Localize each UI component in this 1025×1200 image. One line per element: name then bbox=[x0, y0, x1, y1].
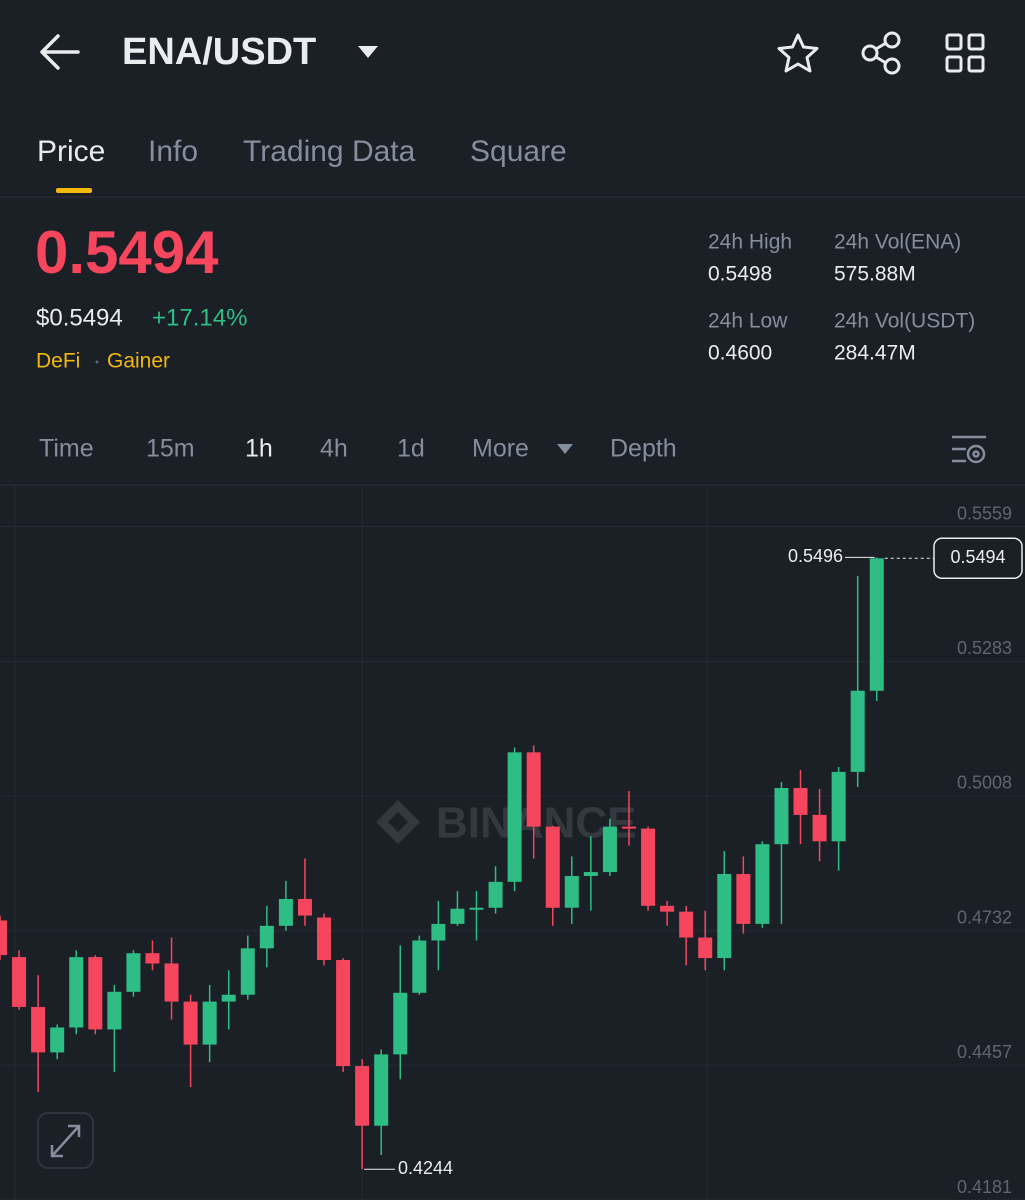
candle-body bbox=[183, 1001, 198, 1045]
tab[interactable]: Price bbox=[37, 135, 105, 168]
candle-body bbox=[793, 788, 808, 815]
stat-label: 24h Vol(USDT) bbox=[834, 310, 975, 333]
candle-body bbox=[88, 957, 103, 1030]
candle-body bbox=[507, 752, 522, 882]
candle-body bbox=[336, 960, 351, 1067]
tag-separator bbox=[95, 360, 99, 364]
candle-body bbox=[393, 992, 408, 1055]
candle-body bbox=[12, 957, 27, 1007]
y-tick-label: 0.5008 bbox=[957, 773, 1012, 793]
candle-body bbox=[0, 920, 7, 956]
candle-body bbox=[583, 872, 598, 876]
interval[interactable]: 1d bbox=[397, 435, 425, 463]
pair-title[interactable]: ENA/USDT bbox=[122, 31, 316, 73]
stat-value: 0.4600 bbox=[708, 342, 772, 365]
candle-body bbox=[621, 826, 636, 829]
stat-label: 24h High bbox=[708, 231, 792, 254]
interval[interactable]: Depth bbox=[610, 435, 677, 463]
stat-label: 24h Low bbox=[708, 310, 788, 333]
candle-body bbox=[469, 907, 484, 910]
candle-body bbox=[355, 1066, 370, 1126]
tag[interactable]: DeFi bbox=[36, 350, 80, 373]
favorite-button[interactable] bbox=[777, 33, 819, 73]
candle-body bbox=[679, 911, 694, 938]
candle-body bbox=[831, 771, 846, 842]
stat-value: 0.5498 bbox=[708, 263, 772, 286]
interval[interactable]: More bbox=[472, 435, 529, 463]
interval[interactable]: 1h bbox=[245, 435, 273, 463]
candle-body bbox=[488, 881, 503, 908]
candle-body bbox=[69, 957, 84, 1028]
y-tick-label: 0.5559 bbox=[957, 503, 1012, 523]
candle-body bbox=[717, 874, 732, 959]
candle-body bbox=[755, 844, 770, 924]
stat-label: 24h Vol(ENA) bbox=[834, 231, 961, 254]
high-marker-label: 0.5496 bbox=[788, 546, 843, 566]
candle-body bbox=[660, 905, 675, 912]
stat-value: 575.88M bbox=[834, 263, 916, 286]
candle-body bbox=[450, 908, 465, 924]
tab[interactable]: Trading Data bbox=[243, 135, 416, 168]
candlestick-chart: 0.5559 0.5283 0.5008 0.4732 0.4457 0.4181 0.54… bbox=[0, 503, 1025, 1200]
y-tick-label: 0.5283 bbox=[957, 638, 1012, 658]
candle-body bbox=[126, 953, 141, 992]
candle-body bbox=[278, 898, 293, 926]
candle-body bbox=[641, 828, 656, 906]
candle-body bbox=[240, 948, 255, 995]
candle-body bbox=[698, 937, 713, 959]
y-tick-label: 0.4457 bbox=[957, 1042, 1012, 1062]
candle-body bbox=[431, 923, 446, 941]
candle-body bbox=[774, 788, 789, 845]
candle-body bbox=[526, 752, 541, 827]
candle-body bbox=[736, 874, 751, 924]
interval[interactable]: Time bbox=[39, 435, 94, 463]
y-tick-label: 0.4181 bbox=[957, 1177, 1012, 1197]
interval[interactable]: 4h bbox=[320, 435, 348, 463]
candle-body bbox=[31, 1006, 46, 1053]
candle-body bbox=[869, 558, 884, 691]
active-tab-indicator bbox=[56, 188, 92, 193]
last-price: 0.5494 bbox=[35, 219, 219, 286]
candle-body bbox=[812, 814, 827, 842]
candle-body bbox=[107, 991, 122, 1030]
stat-value: 284.47M bbox=[834, 342, 916, 365]
pair-dropdown[interactable] bbox=[358, 46, 378, 58]
candle-body bbox=[850, 690, 865, 772]
last-price-tag bbox=[933, 537, 1023, 580]
price-change: +17.14% bbox=[152, 304, 247, 331]
candle-body bbox=[374, 1054, 389, 1126]
tab[interactable]: Info bbox=[148, 135, 198, 168]
usd-price: $0.5494 bbox=[36, 304, 123, 331]
fullscreen-button[interactable] bbox=[37, 1112, 94, 1169]
tab[interactable]: Square bbox=[470, 135, 567, 168]
candle-body bbox=[145, 953, 160, 964]
tag[interactable]: Gainer bbox=[107, 350, 170, 373]
candle-body bbox=[202, 1001, 217, 1045]
candle-body bbox=[259, 925, 274, 949]
candle-body bbox=[221, 994, 236, 1002]
candle-body bbox=[164, 963, 179, 1002]
chart-settings-button[interactable] bbox=[952, 435, 986, 464]
more-dropdown[interactable] bbox=[557, 444, 573, 454]
candle-body bbox=[317, 917, 332, 961]
interval[interactable]: 15m bbox=[146, 435, 195, 463]
candle-body bbox=[50, 1027, 65, 1053]
candle-body bbox=[602, 826, 617, 873]
candle-body bbox=[412, 940, 427, 993]
back-button[interactable] bbox=[40, 34, 80, 70]
candle-body bbox=[564, 875, 579, 908]
y-tick-label: 0.4732 bbox=[957, 907, 1012, 927]
low-marker-label: 0.4244 bbox=[398, 1158, 453, 1178]
share-button[interactable] bbox=[861, 31, 901, 75]
last-price-label: 0.5494 bbox=[950, 547, 1005, 567]
candle-body bbox=[545, 826, 560, 908]
menu-button[interactable] bbox=[945, 33, 985, 73]
candle-body bbox=[297, 898, 312, 916]
